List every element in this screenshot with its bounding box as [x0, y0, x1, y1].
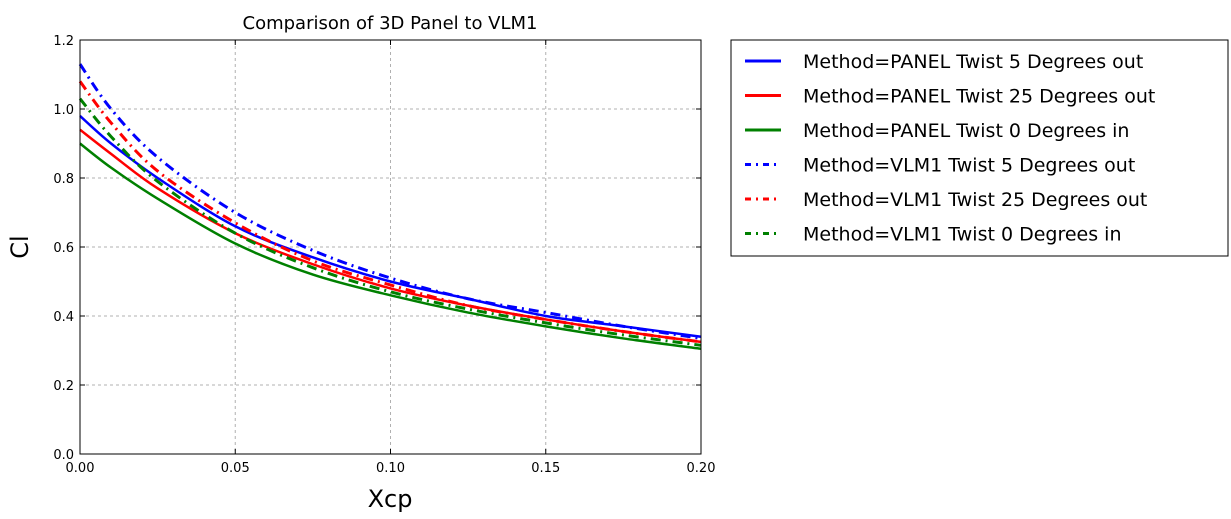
series-line-4 [78, 63, 702, 340]
chart-title: Comparison of 3D Panel to VLM1 [243, 13, 538, 34]
legend-box [730, 39, 1229, 257]
y-tick-label: 1.0 [53, 103, 74, 118]
y-tick-label: 0.8 [53, 172, 74, 187]
ticks: 0.00 0.05 0.10 0.15 0.20 0.0 0.2 0.4 0.6 0.8 1.0 1.… [53, 34, 715, 476]
x-tick-label: 0.05 [221, 461, 250, 476]
legend: Method=PANEL Twist 5 Degrees out Method=P… [730, 39, 1229, 257]
legend-label-1: Method=PANEL Twist 5 Degrees out [803, 51, 1143, 73]
legend-items: Method=PANEL Twist 5 Degrees out Method=P… [745, 51, 1155, 246]
legend-label-6: Method=VLM1 Twist 0 Degrees in [803, 224, 1122, 246]
x-tick-label: 0.20 [687, 461, 716, 476]
series-layer [78, 63, 702, 351]
x-tick-label: 0.15 [531, 461, 560, 476]
legend-label-3: Method=PANEL Twist 0 Degrees in [803, 120, 1129, 142]
y-tick-label: 1.2 [53, 34, 74, 49]
x-tick-label: 0.00 [66, 461, 95, 476]
grid [80, 40, 701, 454]
legend-label-4: Method=VLM1 Twist 5 Degrees out [803, 155, 1135, 177]
series-line-5 [78, 80, 702, 344]
y-tick-label: 0.4 [53, 310, 74, 325]
y-tick-label: 0.0 [53, 448, 74, 463]
series-line-6 [78, 97, 702, 347]
y-tick-label: 0.6 [53, 241, 74, 256]
series-line-3 [79, 142, 702, 351]
y-axis-label: Cl [6, 235, 34, 258]
legend-label-2: Method=PANEL Twist 25 Degrees out [803, 86, 1155, 108]
x-axis-label: Xcp [368, 485, 413, 513]
x-tick-label: 0.10 [376, 461, 405, 476]
y-tick-label: 0.2 [53, 379, 74, 394]
legend-label-5: Method=VLM1 Twist 25 Degrees out [803, 189, 1147, 211]
